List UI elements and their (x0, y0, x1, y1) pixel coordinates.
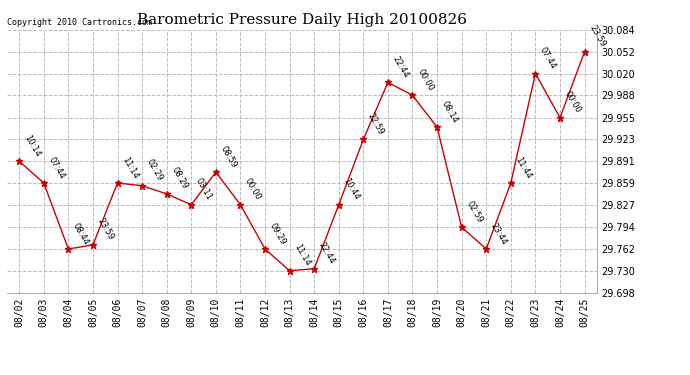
Text: 10:14: 10:14 (22, 134, 41, 159)
Text: 22:44: 22:44 (317, 241, 337, 266)
Text: 23:44: 23:44 (489, 221, 509, 246)
Text: 11:14: 11:14 (120, 155, 140, 180)
Text: 03:11: 03:11 (194, 177, 214, 202)
Text: 22:59: 22:59 (366, 112, 386, 137)
Text: Copyright 2010 Cartronics.com: Copyright 2010 Cartronics.com (7, 18, 152, 27)
Text: 23:59: 23:59 (96, 217, 115, 242)
Text: 07:44: 07:44 (538, 46, 558, 71)
Text: 09:29: 09:29 (268, 221, 288, 246)
Text: 11:14: 11:14 (293, 243, 312, 268)
Text: 02:29: 02:29 (145, 158, 164, 183)
Text: 00:00: 00:00 (563, 90, 582, 115)
Text: 08:59: 08:59 (219, 144, 238, 170)
Title: Barometric Pressure Daily High 20100826: Barometric Pressure Daily High 20100826 (137, 13, 467, 27)
Text: 11:44: 11:44 (513, 155, 533, 180)
Text: 02:59: 02:59 (464, 200, 484, 224)
Text: 10:44: 10:44 (342, 177, 361, 202)
Text: 08:14: 08:14 (440, 99, 460, 124)
Text: 00:00: 00:00 (415, 68, 435, 93)
Text: 23:59: 23:59 (587, 24, 607, 49)
Text: 08:29: 08:29 (170, 166, 189, 191)
Text: 00:00: 00:00 (243, 177, 263, 202)
Text: 07:44: 07:44 (46, 155, 66, 180)
Text: 22:44: 22:44 (391, 54, 411, 80)
Text: 08:44: 08:44 (71, 221, 91, 246)
